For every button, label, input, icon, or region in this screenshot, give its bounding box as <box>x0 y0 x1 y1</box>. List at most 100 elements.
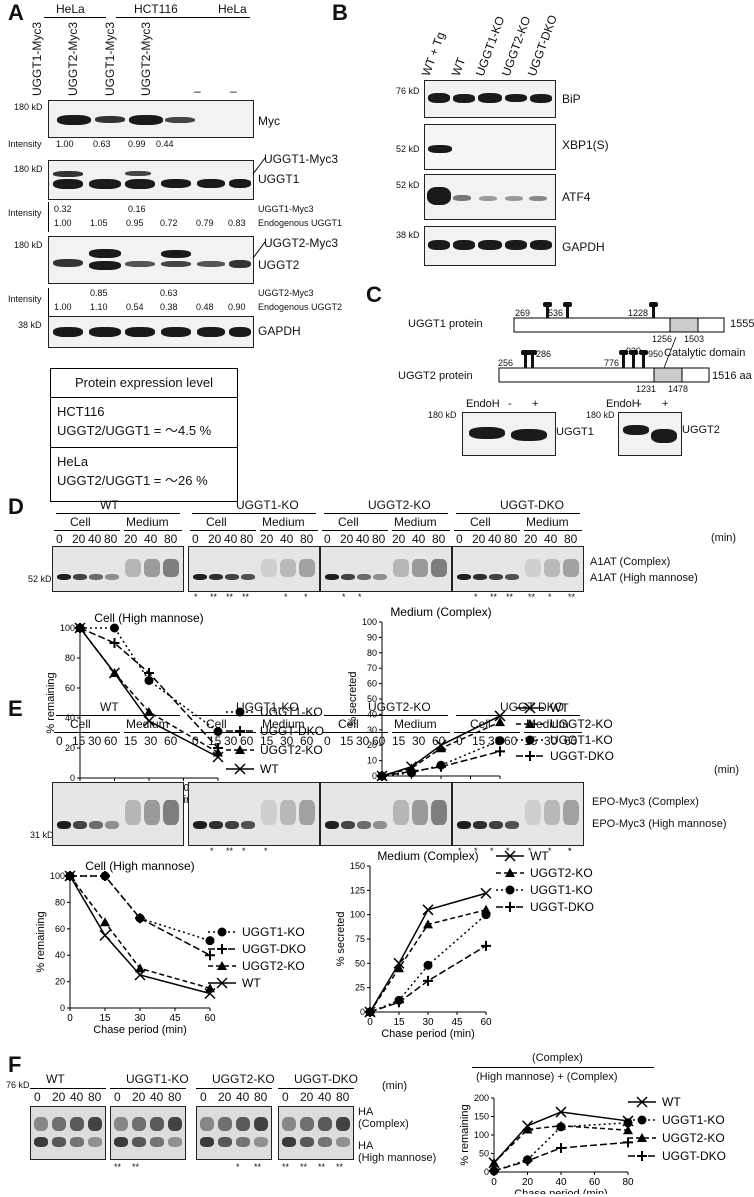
hct116-bracket <box>116 17 206 18</box>
uggt1-label: UGGT1 <box>258 172 300 186</box>
gel-band <box>373 821 387 830</box>
data-point <box>143 715 155 727</box>
x-tick-label: 0 <box>67 1013 73 1024</box>
gel-band <box>489 574 503 581</box>
gel-band <box>57 574 71 581</box>
gel-band <box>457 821 471 830</box>
gel-time-label: 15 <box>472 734 486 748</box>
myc-label: Myc <box>258 114 280 128</box>
min-label-d: (min) <box>711 532 737 544</box>
data-point <box>636 1096 648 1108</box>
significance-star: ** <box>336 1162 344 1172</box>
min-label-e: (min) <box>714 764 740 776</box>
significance-star: * <box>358 592 362 602</box>
significance-star: * <box>490 846 494 856</box>
data-point <box>212 751 224 763</box>
gel-time-label: 15 <box>72 734 86 748</box>
box-hct116: HCT116 <box>57 404 105 419</box>
gapdh-label-a: GAPDH <box>258 324 301 338</box>
gel-band <box>341 821 355 830</box>
data-point <box>216 977 228 989</box>
panel-label-e: E <box>8 696 23 721</box>
gel-time-label: 20 <box>208 532 222 546</box>
y-tick-label: 0 <box>360 1007 365 1017</box>
series-line <box>369 909 487 1013</box>
significance-star: * <box>264 846 268 856</box>
gel-band <box>318 1137 332 1147</box>
data-point <box>525 751 535 761</box>
data-point <box>504 850 516 862</box>
y-tick-label: 80 <box>55 897 65 907</box>
gel-band <box>282 1117 296 1131</box>
legend-label: UGGT2-KO <box>662 1131 725 1145</box>
cell-line-hela-2: HeLa <box>218 2 247 16</box>
panel-label-f: F <box>8 1052 22 1077</box>
series-line <box>381 750 501 777</box>
uggt1-site-269: 269 <box>515 308 531 318</box>
uggt2-endo-caption: Endogenous UGGT2 <box>258 302 343 312</box>
gel-group-line <box>56 715 180 716</box>
gel-smear <box>261 800 277 826</box>
gel-smear <box>393 800 409 826</box>
significance-star: ** <box>132 1162 140 1172</box>
uggt1-endo-2: 1.05 <box>90 218 108 228</box>
gel-band <box>236 1137 250 1147</box>
gel-band <box>218 1137 232 1147</box>
xbp1-label: XBP1(S) <box>562 138 609 152</box>
endoh-minus-1: - <box>508 398 512 410</box>
gel-band <box>73 821 87 830</box>
gel-smear <box>125 800 141 826</box>
gel-band <box>52 1117 66 1131</box>
gel-time-label: 0 <box>192 734 199 748</box>
box-hela: HeLa <box>57 454 89 469</box>
marker-38-b: 38 kD <box>396 230 420 240</box>
gapdh-blot-a <box>48 316 254 348</box>
marker-52-b1: 52 kD <box>396 144 420 154</box>
endoh-plus-1: + <box>532 398 539 410</box>
gel-time-label: 60 <box>104 734 118 748</box>
gel-image <box>110 1106 186 1160</box>
uggt2-cat-start: 1231 <box>636 384 657 394</box>
x-tick-label: 0 <box>367 1017 373 1028</box>
lane-label-a1: UGGT1-Myc3 <box>30 21 44 96</box>
series-line <box>493 1122 629 1172</box>
gel-medium-line <box>524 732 582 733</box>
series-uggt2-ko <box>365 904 491 1016</box>
endoh-label-2: EndoH <box>606 398 640 410</box>
data-point <box>422 904 434 916</box>
x-tick-label: 30 <box>422 1017 434 1028</box>
x-tick-label: 80 <box>622 1177 634 1188</box>
uggt2-endo-4: 0.38 <box>160 302 178 312</box>
data-point <box>110 623 119 633</box>
significance-star: ** <box>226 592 234 602</box>
gel-group-line <box>192 513 316 514</box>
gel-smear <box>544 559 560 577</box>
gel-medium-line <box>260 732 318 733</box>
legend-label: WT <box>242 976 261 990</box>
y-tick-label: 100 <box>474 1130 489 1140</box>
y-tick-label: 60 <box>65 683 75 693</box>
y-tick-label: 90 <box>367 632 377 642</box>
gel-cell-label: Cell <box>470 515 491 529</box>
significance-star: * <box>528 846 532 856</box>
data-point <box>525 719 535 728</box>
gel-time-label: 60 <box>164 734 178 748</box>
uggt1-myc-caption: UGGT1-Myc3 <box>258 204 314 214</box>
y-tick-label: 10 <box>367 756 377 766</box>
gel-group-label: UGGT1-KO <box>126 1072 189 1086</box>
significance-star: * <box>548 592 552 602</box>
gel-time-label: 40 <box>356 532 370 546</box>
significance-star: * <box>474 592 478 602</box>
gel-image <box>452 546 584 592</box>
significance-star: * <box>242 846 246 856</box>
uggt1-blot <box>48 160 254 200</box>
lane-label-a2: UGGT2-Myc3 <box>66 21 80 96</box>
significance-star: * <box>236 1162 240 1172</box>
y-axis-label: % remaining <box>459 1104 471 1165</box>
legend-label: UGGT-DKO <box>550 749 614 763</box>
gel-time-label: 80 <box>504 532 518 546</box>
data-point <box>436 761 446 772</box>
gel-medium-label: Medium <box>262 515 305 529</box>
gel-band <box>218 1117 232 1131</box>
gel-time-label: 0 <box>200 1090 207 1104</box>
